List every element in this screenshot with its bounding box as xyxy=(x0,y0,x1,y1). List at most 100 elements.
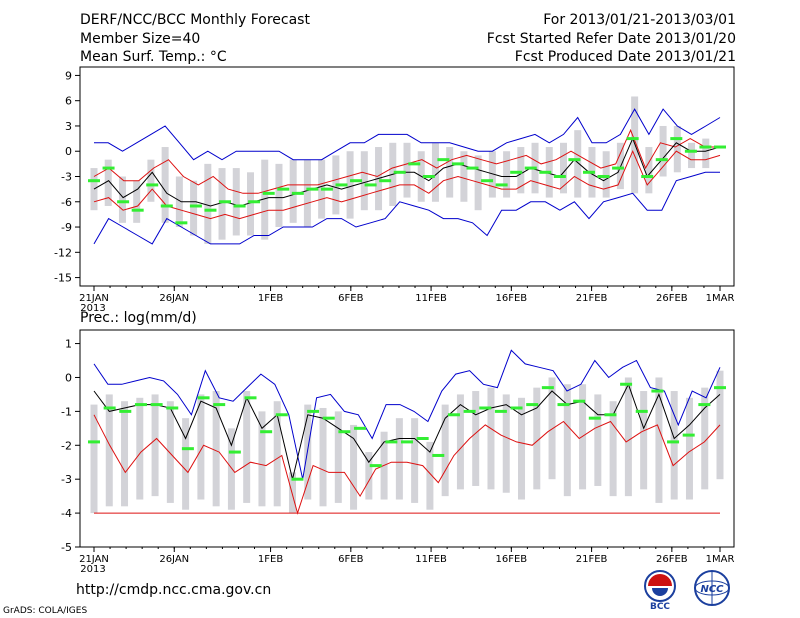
precipitation-box-34 xyxy=(609,401,617,497)
temperature-box-13 xyxy=(275,163,283,228)
precipitation-box-9 xyxy=(227,428,235,510)
temperature-box-25 xyxy=(446,147,454,198)
precipitation-box-1 xyxy=(105,394,113,507)
precipitation-box-36 xyxy=(640,391,648,490)
precipitation-box-39 xyxy=(685,397,693,500)
precipitation-xtick-label-8: 1MAR xyxy=(706,554,735,565)
precipitation-ytick-label-6: 1 xyxy=(65,338,72,351)
forecast-period: For 2013/01/21-2013/03/01 xyxy=(543,12,736,28)
temperature-box-18 xyxy=(346,151,354,219)
precipitation-box-6 xyxy=(182,418,190,510)
temperature-xtick-sub-0: 2013 xyxy=(80,303,105,314)
temperature-mean-line xyxy=(93,137,721,207)
precipitation-xtick-label-7: 26FEB xyxy=(656,554,688,565)
temperature-ytick-label-1: -12 xyxy=(54,246,72,259)
precipitation-xtick-label-2: 1FEB xyxy=(258,554,283,565)
temperature-ytick-label-0: -15 xyxy=(54,272,72,285)
precipitation-box-13 xyxy=(288,472,296,514)
precipitation-box-8 xyxy=(212,391,220,507)
precipitation-box-30 xyxy=(548,377,556,480)
temperature-box-41 xyxy=(673,125,681,173)
precipitation-box-21 xyxy=(411,418,419,503)
precipitation-box-25 xyxy=(472,391,480,486)
temperature-box-5 xyxy=(161,147,169,223)
temperature-xtick-label-5: 16FEB xyxy=(496,293,528,304)
temperature-box-10 xyxy=(232,168,240,236)
precip-title: Prec.: log(mm/d) xyxy=(80,310,197,326)
temperature-upper-line xyxy=(94,108,721,161)
precipitation-box-12 xyxy=(273,401,281,507)
temperature-box-15 xyxy=(303,159,311,228)
temperature-box-39 xyxy=(645,147,653,194)
ncc-logo-text: NCC xyxy=(700,584,724,595)
temperature-box-8 xyxy=(204,163,212,244)
temperature-upper-red-line xyxy=(93,128,720,194)
temperature-box-33 xyxy=(560,142,567,194)
temperature-box-34 xyxy=(574,130,582,198)
precipitation-box-24 xyxy=(456,394,464,490)
temperature-ytick-label-7: 6 xyxy=(65,95,72,108)
precipitation-ytick-label-5: 0 xyxy=(65,371,72,384)
precipitation-xtick-label-5: 16FEB xyxy=(496,554,528,565)
precipitation-ytick-label-2: -3 xyxy=(61,473,72,486)
temperature-box-2 xyxy=(118,176,126,223)
temperature-box-19 xyxy=(360,151,368,211)
precipitation-box-40 xyxy=(701,387,709,490)
temperature-lower-red-line xyxy=(93,149,721,220)
precipitation-xtick-label-1: 26JAN xyxy=(159,554,189,565)
precipitation-ytick-label-1: -4 xyxy=(61,507,72,520)
precipitation-box-0 xyxy=(90,404,98,514)
temperature-box-4 xyxy=(147,159,155,202)
ncc-logo: NCC xyxy=(694,570,730,606)
precipitation-box-16 xyxy=(334,411,342,503)
precipitation-box-31 xyxy=(563,384,571,497)
logos: BCC NCC xyxy=(644,570,730,612)
temperature-box-26 xyxy=(460,151,468,202)
precipitation-box-33 xyxy=(594,394,602,486)
precipitation-mean-line xyxy=(93,383,721,480)
precipitation-box-37 xyxy=(655,377,663,503)
precipitation-box-27 xyxy=(502,394,510,493)
precipitation-box-7 xyxy=(197,394,205,500)
precipitation-xtick-label-6: 21FEB xyxy=(576,554,608,565)
bcc-logo-text: BCC xyxy=(650,602,670,612)
temperature-lower-line xyxy=(93,171,720,245)
temperature-box-30 xyxy=(517,147,525,194)
temperature-box-1 xyxy=(104,159,112,206)
temperature-box-11 xyxy=(247,172,254,236)
temperature-box-3 xyxy=(133,180,141,223)
precipitation-box-28 xyxy=(518,397,526,500)
precipitation-xtick-label-4: 11FEB xyxy=(415,554,447,565)
precipitation-xtick-label-3: 6FEB xyxy=(338,554,363,565)
precipitation-box-22 xyxy=(426,441,434,510)
precipitation-box-3 xyxy=(136,397,144,500)
precipitation-box-17 xyxy=(350,424,358,510)
temperature-box-43 xyxy=(702,138,710,169)
temperature-xtick-label-1: 26JAN xyxy=(159,293,189,304)
precipitation-box-11 xyxy=(258,411,266,507)
precipitation-box-29 xyxy=(533,387,541,490)
precipitation-box-26 xyxy=(487,387,495,490)
member-size-label: Member Size=40 xyxy=(80,31,201,47)
precipitation-lower-red-line xyxy=(93,414,721,515)
temperature-ytick-label-5: 0 xyxy=(65,145,72,158)
precipitation-xtick-sub-0: 2013 xyxy=(80,564,105,575)
precipitation-upper-line xyxy=(93,349,721,480)
temperature-box-36 xyxy=(602,151,610,198)
temperature-box-12 xyxy=(261,159,269,240)
temperature-box-29 xyxy=(503,151,511,198)
fcst-produced-date: Fcst Produced Date 2013/01/21 xyxy=(514,49,736,65)
precipitation-frame xyxy=(79,329,735,548)
temperature-xtick-label-0: 21JAN xyxy=(79,293,109,304)
temperature-ytick-label-4: -3 xyxy=(61,171,72,184)
precipitation-ytick-label-3: -2 xyxy=(61,439,72,452)
temperature-ytick-label-3: -6 xyxy=(61,196,72,209)
temperature-box-42 xyxy=(688,142,696,169)
temperature-xtick-label-7: 26FEB xyxy=(656,293,688,304)
source-url[interactable]: http://cmdp.ncc.cma.gov.cn xyxy=(76,582,272,598)
temperature-xtick-label-4: 11FEB xyxy=(415,293,447,304)
temperature-xtick-label-8: 1MAR xyxy=(706,293,735,304)
precipitation-box-35 xyxy=(624,377,632,497)
variable-label: Mean Surf. Temp.: °C xyxy=(80,49,227,65)
